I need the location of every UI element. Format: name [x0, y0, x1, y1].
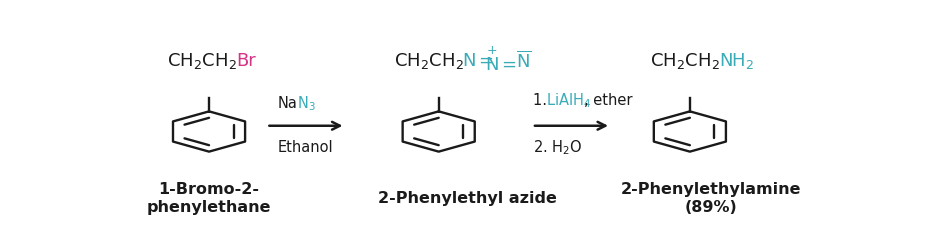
- Text: Na: Na: [278, 96, 297, 111]
- Text: $\overline{\mathrm{N}}$: $\overline{\mathrm{N}}$: [516, 50, 532, 71]
- Text: CH$_2$CH$_2$: CH$_2$CH$_2$: [168, 51, 237, 70]
- Text: 2. H$_2$O: 2. H$_2$O: [533, 138, 582, 157]
- Text: N$=$: N$=$: [462, 52, 494, 69]
- Text: Br: Br: [236, 52, 257, 69]
- Text: $\overset{+}{\mathrm{N}}$$=$: $\overset{+}{\mathrm{N}}$$=$: [485, 46, 518, 75]
- Text: 2-Phenylethylamine
(89%): 2-Phenylethylamine (89%): [621, 182, 802, 215]
- Text: CH$_2$CH$_2$: CH$_2$CH$_2$: [394, 51, 464, 70]
- Text: CH$_2$CH$_2$: CH$_2$CH$_2$: [650, 51, 720, 70]
- Text: 2-Phenylethyl azide: 2-Phenylethyl azide: [378, 191, 557, 206]
- Text: 1-Bromo-2-
phenylethane: 1-Bromo-2- phenylethane: [147, 182, 271, 215]
- Text: Ethanol: Ethanol: [278, 140, 333, 155]
- Text: , ether: , ether: [583, 93, 632, 108]
- Text: 1.: 1.: [533, 93, 552, 108]
- Text: LiAlH$_4$: LiAlH$_4$: [546, 91, 592, 110]
- Text: NH$_2$: NH$_2$: [719, 51, 754, 70]
- Text: N$_3$: N$_3$: [297, 94, 316, 113]
